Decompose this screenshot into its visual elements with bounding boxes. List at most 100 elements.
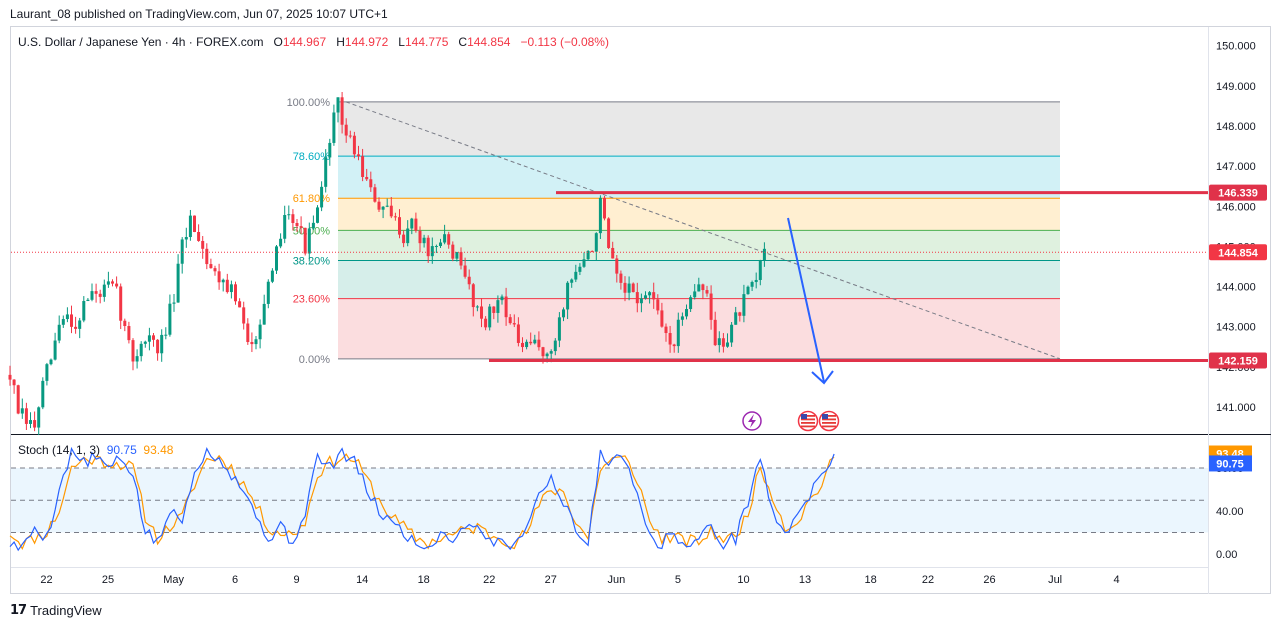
tradingview-logo-icon[interactable]: 𝟭𝟳	[10, 602, 27, 617]
y-tick-label: 147.000	[1216, 161, 1256, 173]
candle	[119, 283, 123, 330]
candle-body	[406, 228, 410, 244]
candle-body	[184, 237, 188, 240]
candle	[676, 312, 680, 353]
candle-body	[242, 307, 246, 324]
x-tick-label: 5	[675, 574, 681, 586]
candle-body	[652, 292, 656, 300]
candle-body	[348, 135, 352, 137]
candle	[250, 332, 254, 353]
candle-body	[603, 197, 606, 219]
candle-body	[320, 186, 324, 208]
x-tick-label: 18	[418, 574, 430, 586]
lightning-icon	[742, 411, 762, 431]
candle	[623, 276, 627, 302]
candle-body	[90, 291, 94, 300]
stoch-k-line	[9, 446, 835, 552]
candle-body	[758, 260, 762, 280]
x-tick-label: 22	[483, 574, 495, 586]
candle-body	[488, 306, 492, 328]
candle	[262, 294, 266, 325]
stoch-label[interactable]: Stoch (14, 1, 3)	[18, 443, 101, 457]
candle	[332, 104, 336, 146]
current-price-tag	[1209, 244, 1267, 261]
candle-body	[152, 335, 155, 340]
candle	[279, 233, 283, 249]
candle	[209, 258, 213, 269]
candle-body	[512, 323, 516, 325]
candle-body	[623, 282, 627, 293]
candle-body	[78, 320, 82, 329]
candle	[65, 307, 69, 323]
candle	[475, 305, 479, 312]
candle-body	[12, 379, 16, 386]
y-tick-label: 149.000	[1216, 81, 1256, 93]
candle-body	[332, 112, 336, 143]
candle-body	[303, 227, 307, 254]
candle	[603, 195, 606, 221]
candle	[721, 333, 725, 353]
candle	[631, 282, 635, 293]
candle-body	[61, 319, 65, 325]
candle	[480, 297, 483, 328]
candle-body	[471, 284, 475, 308]
candle	[152, 333, 155, 347]
candle-body	[611, 247, 615, 259]
fib-level-label: 23.60%	[293, 294, 331, 306]
candle-body	[656, 299, 660, 311]
candle-body	[562, 309, 565, 318]
x-tick-label: 14	[356, 574, 368, 586]
candle-body	[197, 231, 201, 241]
candle	[283, 205, 287, 244]
candle	[406, 220, 410, 247]
candle-body	[754, 279, 758, 283]
candle	[553, 338, 557, 356]
footer-brand[interactable]: TradingView	[30, 602, 102, 618]
candle	[123, 318, 127, 332]
candle-body	[455, 252, 459, 259]
candle	[693, 284, 697, 300]
symbol-legend: U.S. Dollar / Japanese Yen · 4h · FOREX.…	[18, 35, 609, 49]
candle	[525, 339, 529, 350]
candle	[361, 148, 365, 182]
candle-body	[188, 215, 192, 238]
chart-frame	[10, 26, 1271, 594]
candle-body	[619, 273, 623, 283]
y-tick-label: 141.000	[1216, 402, 1256, 414]
fib-zone	[338, 230, 1060, 261]
fib-level-label: 50.00%	[293, 225, 331, 237]
fib-level-label: 0.00%	[299, 354, 330, 366]
candle	[369, 171, 373, 192]
candle-body	[705, 290, 709, 294]
candle-body	[361, 156, 365, 177]
candle	[197, 224, 201, 242]
candle-body	[627, 283, 631, 293]
fib-level-label: 100.00%	[287, 97, 331, 109]
candle-body	[578, 266, 582, 272]
candle	[447, 231, 451, 249]
x-tick-label: 22	[922, 574, 934, 586]
candle-body	[373, 187, 377, 202]
candle-body	[549, 351, 553, 354]
candle	[639, 293, 643, 313]
candle	[82, 296, 86, 323]
candle-body	[377, 201, 381, 210]
candle-body	[238, 301, 242, 308]
symbol-title[interactable]: U.S. Dollar / Japanese Yen · 4h · FOREX.…	[18, 35, 264, 49]
x-tick-label: 26	[983, 574, 995, 586]
candle	[652, 282, 656, 309]
candle	[295, 219, 299, 232]
candle	[234, 281, 237, 305]
candle	[41, 377, 45, 410]
price-tag-label: 146.339	[1218, 188, 1258, 200]
candle-body	[570, 279, 574, 283]
candle	[33, 411, 37, 432]
candle-body	[746, 286, 750, 295]
candle	[434, 244, 438, 253]
candle-body	[316, 207, 319, 223]
candle-body	[365, 176, 369, 180]
candle-body	[434, 246, 438, 248]
candle-body	[598, 197, 602, 234]
candle-body	[492, 306, 496, 313]
